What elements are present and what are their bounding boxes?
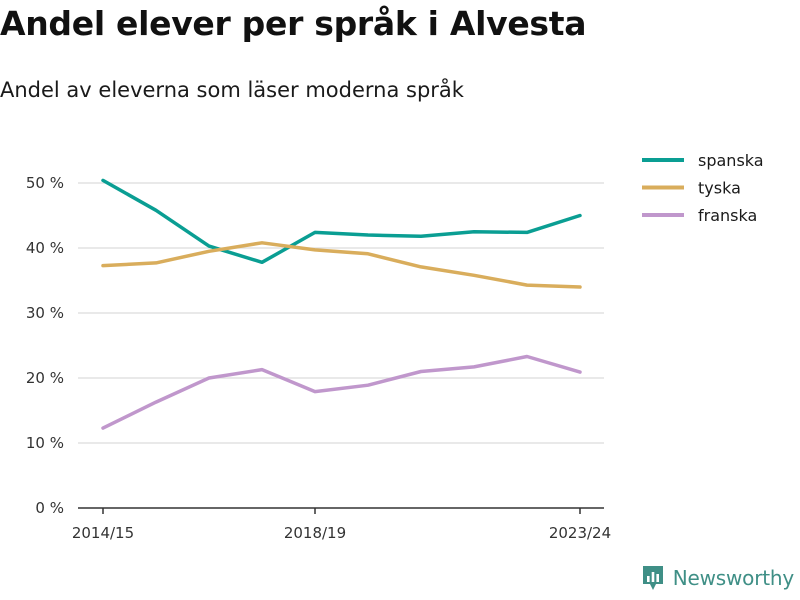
grid-lines: [78, 183, 604, 443]
y-tick-label: 50 %: [26, 174, 64, 192]
x-tick-label: 2023/24: [549, 524, 611, 542]
brand-name: Newsworthy: [673, 566, 794, 590]
legend-label-franska: franska: [698, 206, 757, 225]
series-line-franska: [103, 357, 580, 429]
series-lines: [103, 180, 580, 428]
y-tick-label: 30 %: [26, 304, 64, 322]
line-chart: 2014/15 2018/19 2023/24 0 % 10 % 20 % 30 % 40 …: [0, 0, 800, 600]
legend-label-tyska: tyska: [698, 179, 741, 198]
y-tick-label: 0 %: [35, 499, 64, 517]
x-tick-label: 2018/19: [284, 524, 346, 542]
newsworthy-brand: Newsworthy: [641, 564, 794, 592]
y-tick-label: 20 %: [26, 369, 64, 387]
legend-label-spanska: spanska: [698, 151, 764, 170]
legend: spanska tyska franska: [642, 151, 764, 225]
y-tick-label: 10 %: [26, 434, 64, 452]
series-line-tyska: [103, 243, 580, 287]
x-tick-label: 2014/15: [72, 524, 134, 542]
chart-page: Andel elever per språk i Alvesta Andel a…: [0, 0, 800, 600]
y-axis-ticks: 0 % 10 % 20 % 30 % 40 % 50 %: [26, 174, 64, 517]
series-line-spanska: [103, 180, 580, 262]
y-tick-label: 40 %: [26, 239, 64, 257]
x-axis: 2014/15 2018/19 2023/24: [72, 508, 611, 542]
bar-chart-logo-icon: [641, 564, 665, 592]
